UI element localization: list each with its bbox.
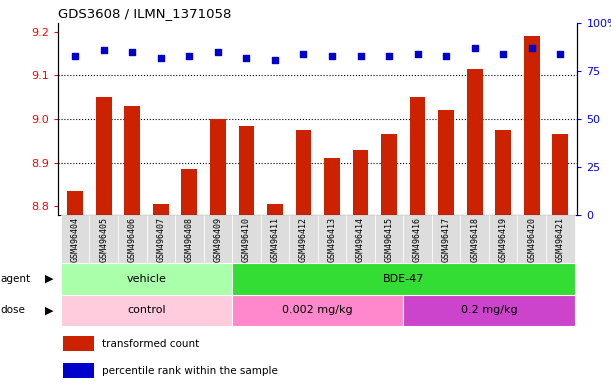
- Point: [384, 53, 394, 59]
- Bar: [232, 215, 261, 263]
- Text: GSM496421: GSM496421: [556, 217, 565, 262]
- Text: GDS3608 / ILMN_1371058: GDS3608 / ILMN_1371058: [58, 7, 232, 20]
- Point: [327, 53, 337, 59]
- Text: agent: agent: [1, 274, 31, 284]
- Bar: [238, 126, 254, 215]
- Text: GSM496404: GSM496404: [71, 217, 79, 262]
- Bar: [175, 215, 203, 263]
- Bar: [125, 106, 140, 215]
- Bar: [61, 215, 89, 263]
- Text: control: control: [127, 305, 166, 315]
- Text: ▶: ▶: [45, 305, 53, 315]
- Bar: [96, 97, 112, 215]
- Point: [299, 51, 309, 57]
- Text: GSM496412: GSM496412: [299, 217, 308, 262]
- Bar: [438, 110, 454, 215]
- Text: GSM496409: GSM496409: [213, 217, 222, 262]
- Text: GSM496413: GSM496413: [327, 217, 337, 262]
- Bar: [118, 215, 147, 263]
- Bar: [232, 295, 403, 326]
- Text: dose: dose: [1, 305, 26, 315]
- Bar: [210, 119, 225, 215]
- Bar: [467, 69, 483, 215]
- Point: [356, 53, 365, 59]
- Point: [441, 53, 451, 59]
- Bar: [552, 134, 568, 215]
- Text: GSM496419: GSM496419: [499, 217, 508, 262]
- Text: percentile rank within the sample: percentile rank within the sample: [102, 366, 278, 376]
- Bar: [181, 169, 197, 215]
- Text: GSM496414: GSM496414: [356, 217, 365, 262]
- Text: GSM496408: GSM496408: [185, 217, 194, 262]
- Bar: [147, 215, 175, 263]
- Text: 0.002 mg/kg: 0.002 mg/kg: [282, 305, 353, 315]
- Bar: [403, 295, 574, 326]
- Text: GSM496415: GSM496415: [384, 217, 393, 262]
- Bar: [489, 215, 518, 263]
- Bar: [232, 263, 574, 295]
- Bar: [496, 130, 511, 215]
- Point: [555, 51, 565, 57]
- Point: [213, 49, 223, 55]
- Bar: [64, 336, 95, 351]
- Text: GSM496411: GSM496411: [271, 217, 279, 262]
- Bar: [432, 215, 461, 263]
- Bar: [296, 130, 311, 215]
- Point: [470, 45, 480, 51]
- Point: [499, 51, 508, 57]
- Bar: [381, 134, 397, 215]
- Text: 0.2 mg/kg: 0.2 mg/kg: [461, 305, 518, 315]
- Point: [99, 47, 109, 53]
- Point: [412, 51, 422, 57]
- Bar: [346, 215, 375, 263]
- Text: GSM496417: GSM496417: [442, 217, 451, 262]
- Bar: [267, 204, 283, 215]
- Text: GSM496416: GSM496416: [413, 217, 422, 262]
- Bar: [410, 97, 425, 215]
- Bar: [375, 215, 403, 263]
- Point: [70, 53, 80, 59]
- Text: GSM496420: GSM496420: [527, 217, 536, 262]
- Bar: [61, 295, 232, 326]
- Point: [156, 55, 166, 61]
- Bar: [203, 215, 232, 263]
- Bar: [524, 36, 540, 215]
- Point: [527, 45, 536, 51]
- Bar: [461, 215, 489, 263]
- Point: [270, 56, 280, 63]
- Point: [241, 55, 251, 61]
- Bar: [261, 215, 289, 263]
- Text: BDE-47: BDE-47: [382, 274, 424, 284]
- Bar: [64, 363, 95, 378]
- Text: GSM496407: GSM496407: [156, 217, 165, 262]
- Bar: [324, 158, 340, 215]
- Bar: [61, 263, 232, 295]
- Text: GSM496418: GSM496418: [470, 217, 479, 262]
- Bar: [318, 215, 346, 263]
- Point: [185, 53, 194, 59]
- Text: ▶: ▶: [45, 274, 53, 284]
- Bar: [546, 215, 574, 263]
- Text: GSM496405: GSM496405: [99, 217, 108, 262]
- Text: GSM496410: GSM496410: [242, 217, 251, 262]
- Bar: [67, 191, 83, 215]
- Bar: [403, 215, 432, 263]
- Bar: [353, 150, 368, 215]
- Text: GSM496406: GSM496406: [128, 217, 137, 262]
- Bar: [518, 215, 546, 263]
- Bar: [153, 204, 169, 215]
- Text: transformed count: transformed count: [102, 339, 199, 349]
- Bar: [89, 215, 118, 263]
- Bar: [289, 215, 318, 263]
- Text: vehicle: vehicle: [126, 274, 166, 284]
- Point: [127, 49, 137, 55]
